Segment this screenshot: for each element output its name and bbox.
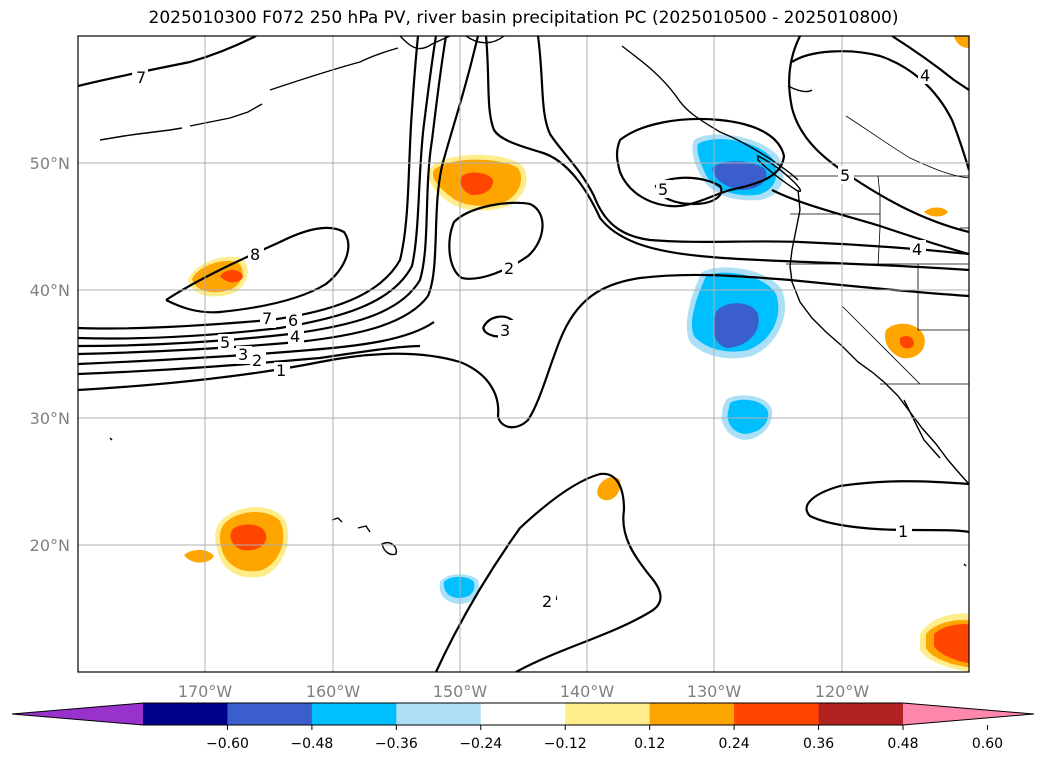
lon-label: 140°W: [560, 682, 615, 701]
lon-label: 120°W: [815, 682, 870, 701]
colorbar-outline: [11, 702, 1035, 726]
contour-labels: 7 8 7 6 5 4 3 2 1 2 3 5 5 4: [132, 66, 934, 611]
contour-label: 6: [288, 311, 298, 330]
contour-label: 5: [220, 333, 230, 352]
contour-label: 7: [262, 309, 272, 328]
lat-label: 20°N: [30, 536, 70, 555]
lat-label: 50°N: [30, 154, 70, 173]
colorbar-tick-label: −0.60: [206, 736, 249, 752]
lat-labels: 50°N 40°N 30°N 20°N: [30, 154, 70, 555]
colorbar: −0.60 −0.48 −0.36 −0.24 −0.12 0.12 0.24 0.36 0.4…: [11, 702, 1035, 752]
lat-label: 40°N: [30, 281, 70, 300]
colorbar-cell: [143, 703, 228, 725]
contour-label: 7: [136, 68, 146, 87]
colorbar-tick-label: −0.48: [290, 736, 333, 752]
contour-label: 4: [912, 240, 922, 259]
colorbar-cell: [734, 703, 820, 725]
colorbar-tick-label: −0.12: [544, 736, 587, 752]
map-plot-area: [78, 36, 969, 672]
map-frame: [77, 35, 970, 673]
contour-label: 5: [658, 180, 668, 199]
colorbar-cell: [480, 703, 566, 725]
gridlines: [78, 36, 969, 672]
contour-label: 2: [504, 259, 514, 278]
colorbar-tick-label: 0.60: [972, 736, 1003, 752]
contour-label: 8: [250, 245, 260, 264]
map-title: 2025010300 F072 250 hPa PV, river basin …: [148, 8, 899, 28]
colorbar-tick-label: 0.12: [634, 736, 665, 752]
lat-label: 30°N: [30, 409, 70, 428]
colorbar-cell: [227, 703, 313, 725]
colorbar-cell: [818, 703, 904, 725]
contour-label: 2: [542, 592, 552, 611]
colorbar-tick-label: −0.24: [459, 736, 502, 752]
contour-label: 4: [920, 66, 930, 85]
contour-label: 2: [252, 351, 262, 370]
lon-label: 170°W: [178, 682, 233, 701]
colorbar-tick-label: 0.24: [719, 736, 750, 752]
colorbar-cell: [565, 703, 651, 725]
colorbar-tick-label: −0.36: [375, 736, 418, 752]
colorbar-cell: [311, 703, 397, 725]
colorbar-extend-high: [903, 703, 1034, 725]
lon-label: 130°W: [687, 682, 742, 701]
contour-label: 5: [840, 166, 850, 185]
lon-labels: 170°W 160°W 150°W 140°W 130°W 120°W: [178, 682, 870, 701]
contour-label: 1: [276, 361, 286, 380]
colorbar-extend-low: [12, 703, 143, 725]
colorbar-cell: [396, 703, 482, 725]
lon-label: 150°W: [433, 682, 488, 701]
contour-label: 3: [238, 345, 248, 364]
contour-label: 1: [898, 522, 908, 541]
contour-label: 3: [500, 321, 510, 340]
colorbar-tick-label: 0.48: [887, 736, 918, 752]
contour-label: 4: [290, 327, 300, 346]
colorbar-tick-label: 0.36: [803, 736, 834, 752]
lon-label: 160°W: [306, 682, 361, 701]
colorbar-cell: [649, 703, 735, 725]
